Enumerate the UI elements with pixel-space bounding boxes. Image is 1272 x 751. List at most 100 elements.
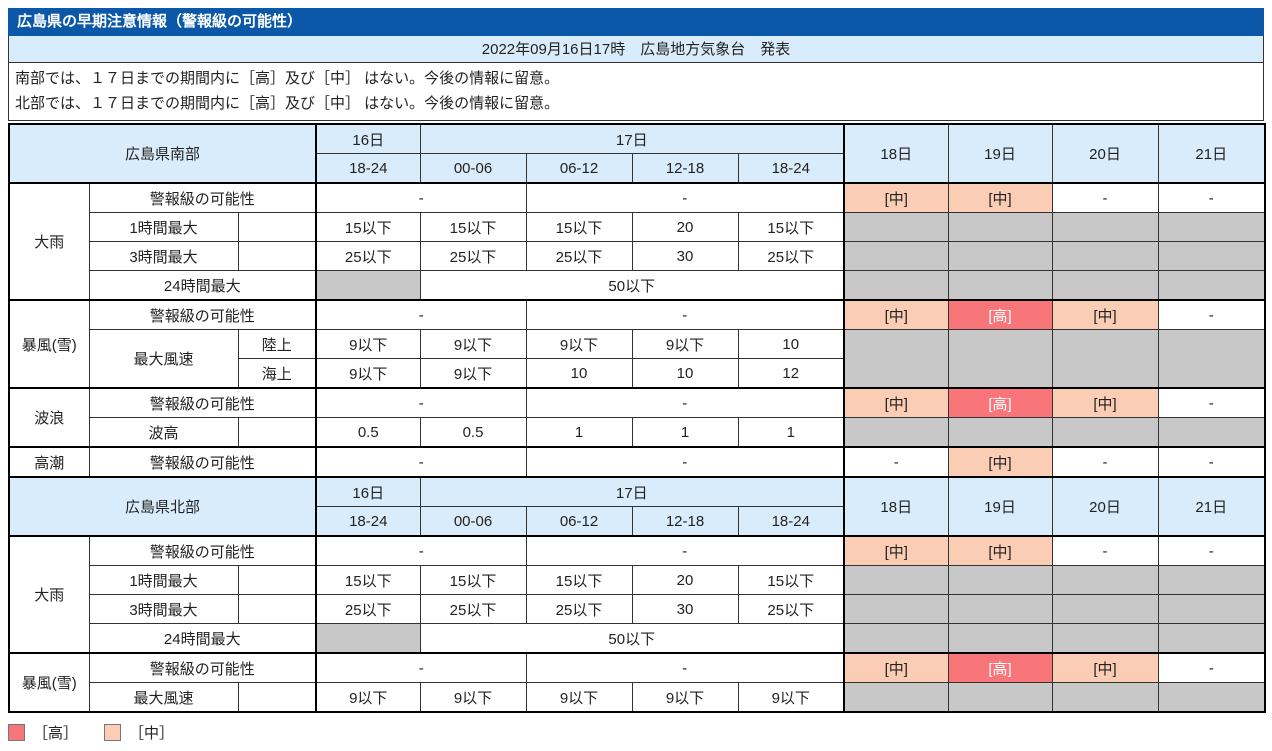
value-cell: 25以下 <box>315 594 421 624</box>
region-header-cell: 広島県北部 <box>8 476 317 537</box>
possibility-period-cell: - <box>315 387 527 418</box>
possibility-level-cell: - <box>1157 299 1266 330</box>
value-cell: 15以下 <box>525 565 633 595</box>
empty-gray-cell <box>1051 594 1159 624</box>
day-header-cell: 19日 <box>947 476 1053 537</box>
value-cell: 1 <box>631 417 739 448</box>
possibility-level-cell: [高] <box>947 652 1053 683</box>
value-cell: 50以下 <box>419 623 845 654</box>
empty-gray-cell <box>843 682 949 713</box>
value-cell: 25以下 <box>315 241 421 271</box>
day-header-cell: 16日 <box>315 123 421 154</box>
possibility-level-cell: [中] <box>1051 387 1159 418</box>
possibility-level-cell: [高] <box>947 387 1053 418</box>
possibility-level-cell: [中] <box>843 535 949 566</box>
legend: ［高］ ［中］ <box>8 722 1264 743</box>
legend-item-high: ［高］ <box>8 722 78 743</box>
empty-gray-cell <box>1157 212 1266 242</box>
value-cell: 15以下 <box>315 212 421 242</box>
possibility-period-cell: - <box>525 387 845 418</box>
value-cell: 1 <box>737 417 845 448</box>
value-cell: 9以下 <box>525 682 633 713</box>
possibility-level-cell: [中] <box>843 652 949 683</box>
value-cell: 10 <box>737 329 845 359</box>
day-header-cell: 18日 <box>843 476 949 537</box>
time-slot-cell: 18-24 <box>737 506 845 537</box>
sub-label-cell <box>237 682 317 713</box>
empty-gray-cell <box>843 565 949 595</box>
notice-box: 南部では、１７日までの期間内に［高］及び［中］ はない。今後の情報に留意。 北部… <box>8 63 1264 121</box>
possibility-period-cell: - <box>525 652 845 683</box>
value-cell: 15以下 <box>419 565 527 595</box>
metric-label-cell: 1時間最大 <box>88 565 239 595</box>
time-slot-cell: 12-18 <box>631 153 739 184</box>
possibility-level-cell: - <box>1157 182 1266 213</box>
possibility-period-cell: - <box>315 535 527 566</box>
day-header-cell: 21日 <box>1157 123 1266 184</box>
metric-label-cell: 警報級の可能性 <box>88 535 317 566</box>
value-cell: 9以下 <box>631 329 739 359</box>
empty-gray-cell <box>1051 682 1159 713</box>
metric-label-cell: 3時間最大 <box>88 241 239 271</box>
sub-label-cell: 海上 <box>237 358 317 389</box>
metric-label-cell: 警報級の可能性 <box>88 182 317 213</box>
empty-gray-cell <box>843 329 949 389</box>
day-header-cell: 17日 <box>419 476 845 507</box>
empty-gray-cell <box>843 241 949 271</box>
value-cell: 0.5 <box>419 417 527 448</box>
possibility-period-cell: - <box>315 652 527 683</box>
value-cell: 25以下 <box>419 594 527 624</box>
value-cell: 20 <box>631 565 739 595</box>
empty-gray-cell <box>843 623 949 654</box>
value-cell: 25以下 <box>525 241 633 271</box>
possibility-level-cell: - <box>1157 652 1266 683</box>
value-cell: 20 <box>631 212 739 242</box>
sub-label-cell <box>237 594 317 624</box>
empty-gray-cell <box>1157 623 1266 654</box>
possibility-level-cell: [中] <box>843 182 949 213</box>
possibility-period-cell: - <box>525 535 845 566</box>
empty-gray-cell <box>1157 329 1266 389</box>
metric-label-cell: 警報級の可能性 <box>88 652 317 683</box>
mid-level-swatch-icon <box>104 724 122 741</box>
day-header-cell: 20日 <box>1051 123 1159 184</box>
time-slot-cell: 00-06 <box>419 153 527 184</box>
value-cell: 10 <box>631 358 739 389</box>
possibility-level-cell: [高] <box>947 299 1053 330</box>
possibility-level-cell: - <box>1157 387 1266 418</box>
metric-label-cell: 最大風速 <box>88 329 239 389</box>
day-header-cell: 20日 <box>1051 476 1159 537</box>
day-header-cell: 16日 <box>315 476 421 507</box>
empty-gray-cell <box>1051 329 1159 389</box>
empty-gray-cell <box>947 212 1053 242</box>
value-cell: 25以下 <box>419 241 527 271</box>
empty-gray-cell <box>1051 212 1159 242</box>
empty-gray-cell <box>947 241 1053 271</box>
value-cell: 15以下 <box>737 565 845 595</box>
metric-label-cell: 警報級の可能性 <box>88 299 317 330</box>
legend-mid-label: ［中］ <box>129 725 175 742</box>
empty-gray-cell <box>1157 417 1266 448</box>
value-cell: 15以下 <box>315 565 421 595</box>
possibility-level-cell: [中] <box>1051 652 1159 683</box>
value-cell: 10 <box>525 358 633 389</box>
value-cell: 12 <box>737 358 845 389</box>
possibility-level-cell: [中] <box>947 535 1053 566</box>
possibility-level-cell: [中] <box>843 387 949 418</box>
empty-gray-cell <box>1157 241 1266 271</box>
day-header-cell: 17日 <box>419 123 845 154</box>
sub-label-cell <box>237 565 317 595</box>
metric-label-cell: 警報級の可能性 <box>88 446 317 478</box>
empty-gray-cell <box>947 565 1053 595</box>
possibility-period-cell: - <box>525 446 845 478</box>
value-cell: 15以下 <box>525 212 633 242</box>
empty-gray-cell <box>947 623 1053 654</box>
sub-label-cell: 陸上 <box>237 329 317 359</box>
issued-datetime: 2022年09月16日17時 広島地方気象台 発表 <box>8 36 1264 63</box>
time-slot-cell: 18-24 <box>315 506 421 537</box>
day-header-cell: 21日 <box>1157 476 1266 537</box>
possibility-level-cell: - <box>1157 535 1266 566</box>
possibility-level-cell: - <box>1051 182 1159 213</box>
time-slot-cell: 18-24 <box>315 153 421 184</box>
possibility-period-cell: - <box>315 446 527 478</box>
